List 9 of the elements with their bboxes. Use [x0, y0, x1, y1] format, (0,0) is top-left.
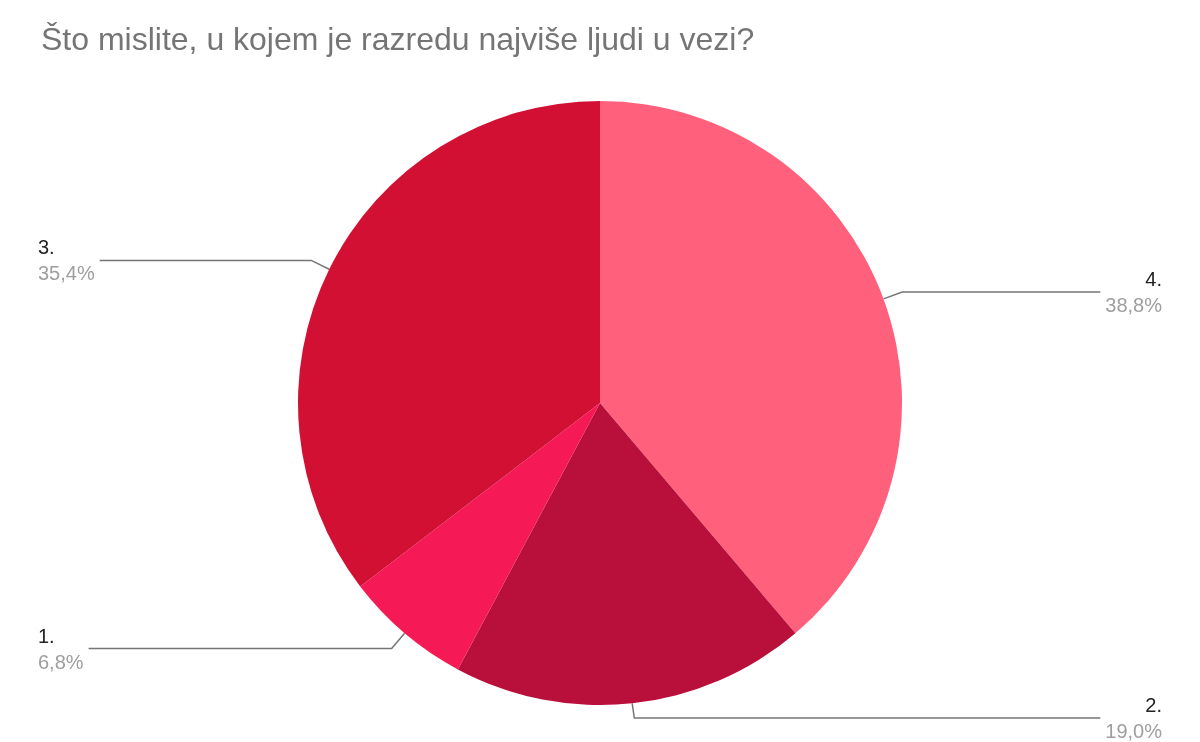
data-label: 19,0% — [1105, 720, 1163, 742]
slice-label: 2. — [1145, 694, 1162, 716]
slice-label: 1. — [38, 624, 55, 647]
chart-title: Što mislite, u kojem je razredu najviše ljudi u vezi? — [41, 21, 755, 57]
slice-label: 4. — [1145, 268, 1162, 291]
data-label: 35,4% — [38, 262, 95, 285]
data-label: 38,8% — [1105, 294, 1163, 317]
slice-label: 3. — [38, 236, 55, 259]
data-label: 6,8% — [38, 650, 84, 673]
